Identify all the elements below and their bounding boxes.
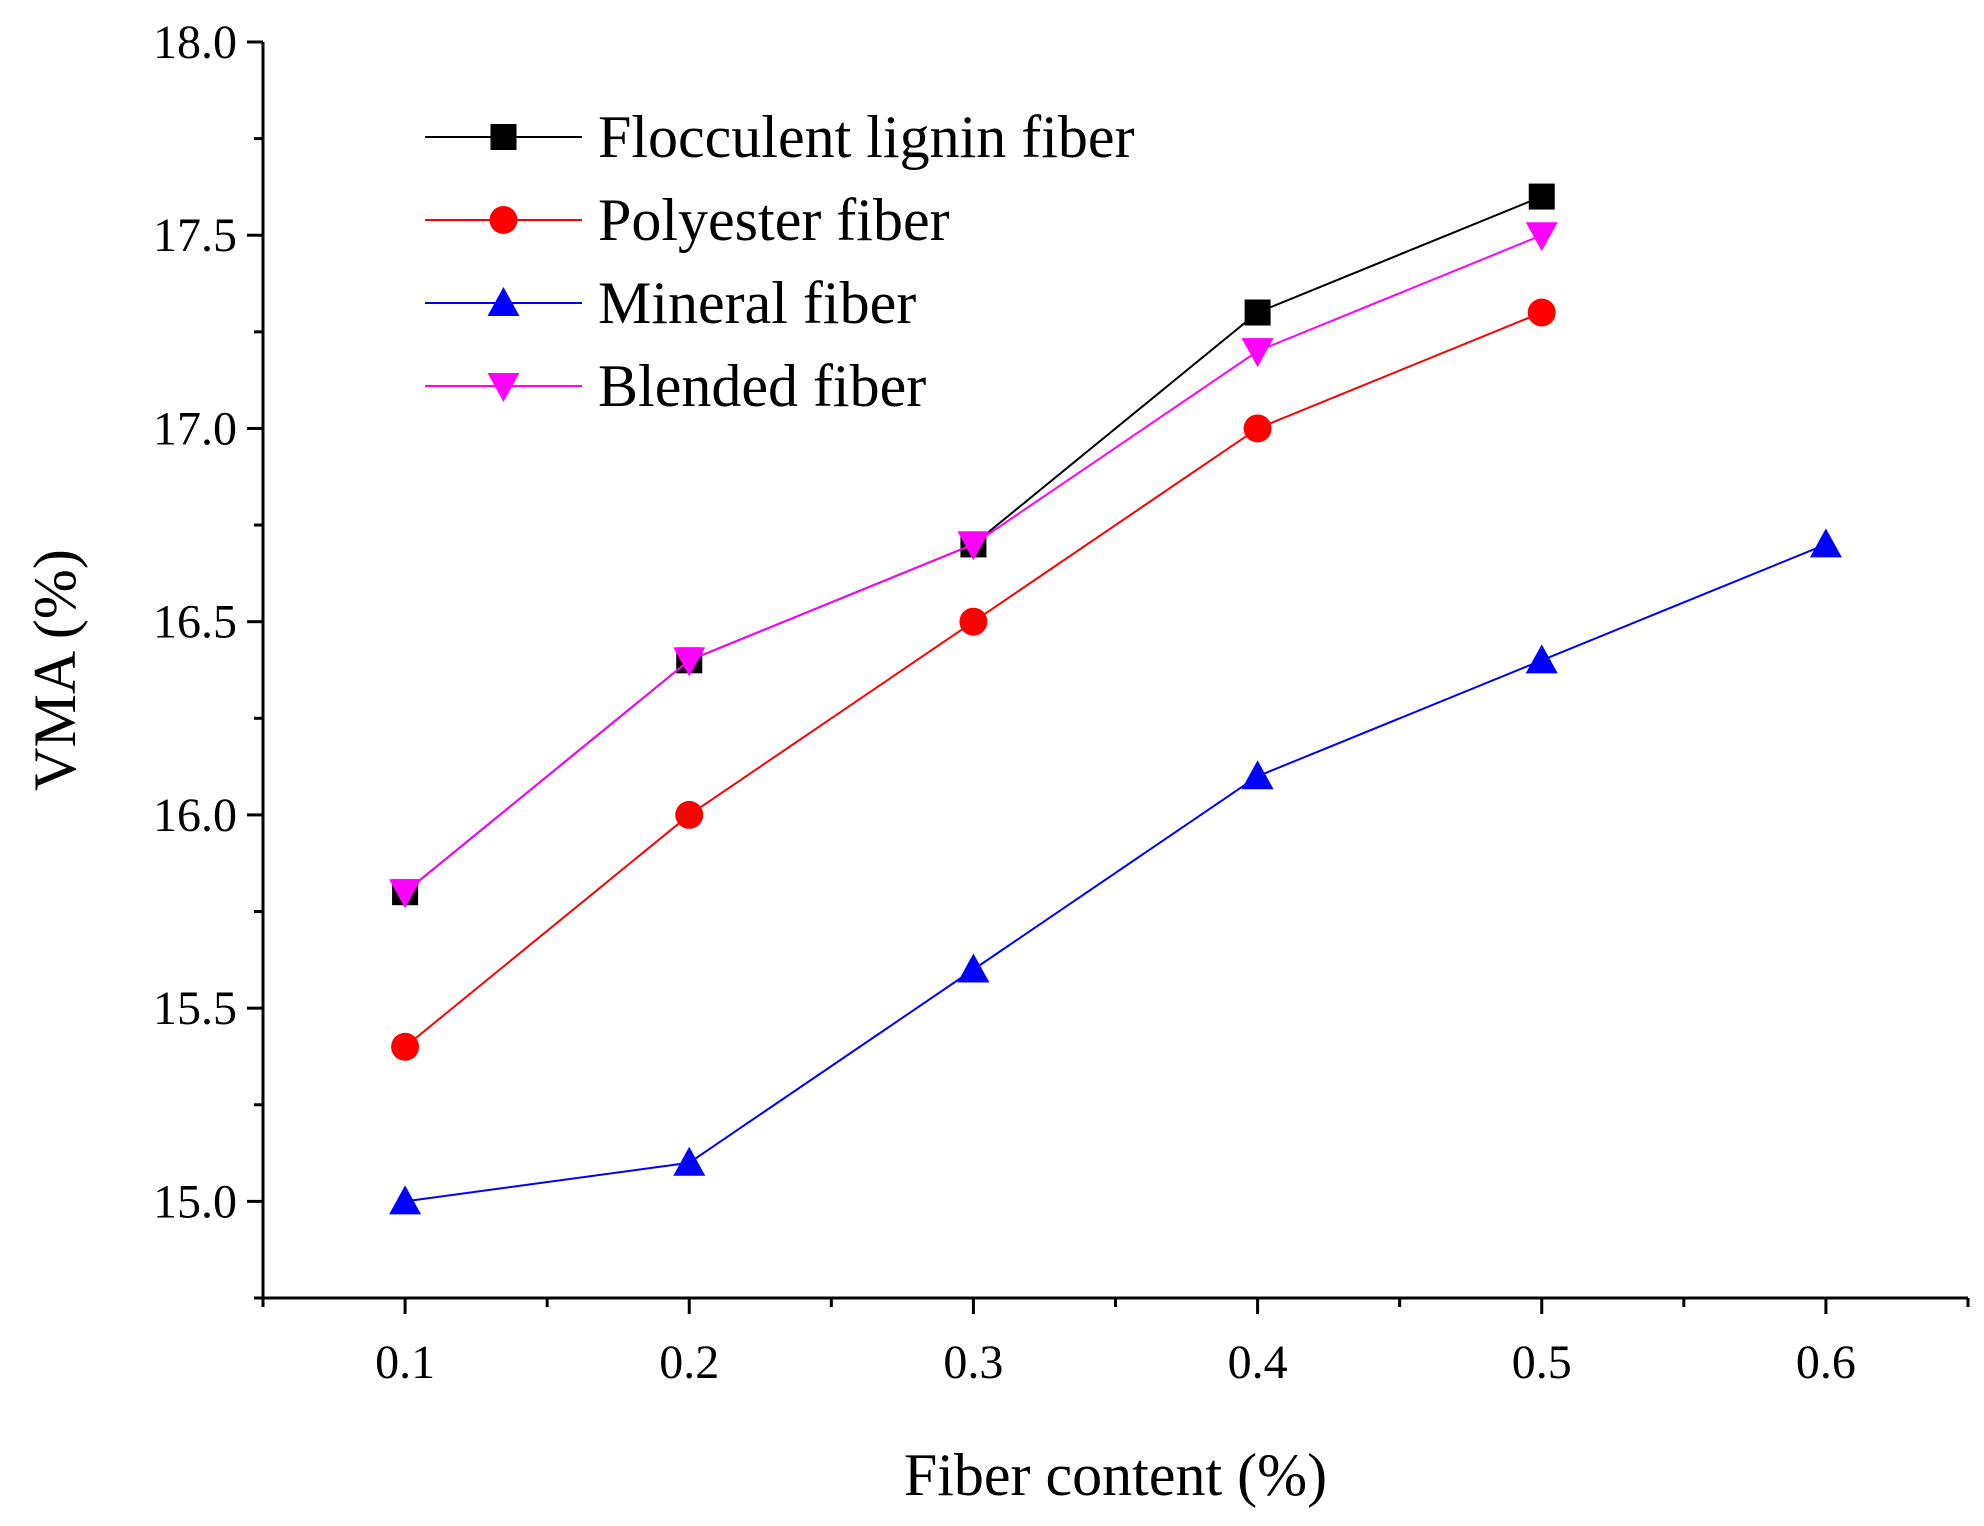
data-point: [673, 647, 706, 677]
data-point: [957, 953, 990, 983]
legend-marker: [487, 287, 520, 316]
y-tick-label: 15.0: [153, 1175, 237, 1228]
y-axis-title: VMA (%): [22, 549, 88, 791]
chart-legend: Flocculent lignin fiber Polyester fiber Mi…: [425, 104, 1135, 419]
legend-label: Mineral fiber: [598, 270, 916, 336]
x-tick-label: 0.5: [1512, 1336, 1572, 1389]
y-tick-label: 16.0: [153, 789, 237, 842]
data-point: [1241, 338, 1274, 368]
data-point: [675, 800, 704, 829]
y-tick-label: 17.5: [153, 209, 237, 262]
data-point: [957, 531, 990, 561]
legend-item: Polyester fiber: [425, 187, 950, 253]
series-polyester-fiber: [391, 298, 1556, 1061]
data-point: [389, 879, 422, 909]
legend-marker: [489, 206, 518, 234]
y-tick-label: 16.5: [153, 596, 237, 649]
y-tick-label: 15.5: [153, 982, 237, 1035]
data-point: [1809, 528, 1842, 558]
series-mineral-fiber: [389, 528, 1842, 1215]
data-point: [1241, 760, 1274, 790]
data-point: [1527, 298, 1556, 327]
data-point: [673, 1146, 706, 1176]
legend-item: Mineral fiber: [425, 270, 916, 336]
data-point: [959, 607, 988, 636]
legend-item: Flocculent lignin fiber: [425, 104, 1135, 170]
series-line: [404, 543, 1827, 1203]
x-axis-title: Fiber content (%): [904, 1442, 1327, 1508]
data-point: [1243, 414, 1272, 443]
x-tick-label: 0.4: [1228, 1336, 1288, 1389]
x-tick-label: 0.1: [375, 1336, 435, 1389]
legend-label: Polyester fiber: [598, 187, 950, 253]
legend-marker: [490, 124, 517, 150]
legend-marker: [487, 373, 520, 402]
legend-label: Flocculent lignin fiber: [598, 104, 1135, 170]
chart-axes: 15.0 15.5 16.0 16.5 17.0 17.5 18.0 0.1 0.2 0.3 0.4…: [153, 16, 1970, 1389]
data-point: [391, 1032, 420, 1061]
data-point: [1525, 222, 1558, 252]
x-tick-label: 0.2: [659, 1336, 719, 1389]
x-tick-label: 0.6: [1796, 1336, 1856, 1389]
data-point: [389, 1185, 422, 1215]
legend-label: Blended fiber: [598, 353, 926, 419]
series-line: [404, 311, 1543, 1048]
y-tick-label: 18.0: [153, 16, 237, 69]
data-point: [1525, 644, 1558, 674]
data-point: [1528, 183, 1555, 210]
legend-item: Blended fiber: [425, 353, 926, 419]
x-tick-label: 0.3: [943, 1336, 1003, 1389]
chart-series: [389, 183, 1842, 1215]
series-blended-fiber: [389, 222, 1558, 909]
y-tick-label: 17.0: [153, 402, 237, 455]
data-point: [1244, 299, 1271, 326]
series-line: [404, 234, 1543, 893]
